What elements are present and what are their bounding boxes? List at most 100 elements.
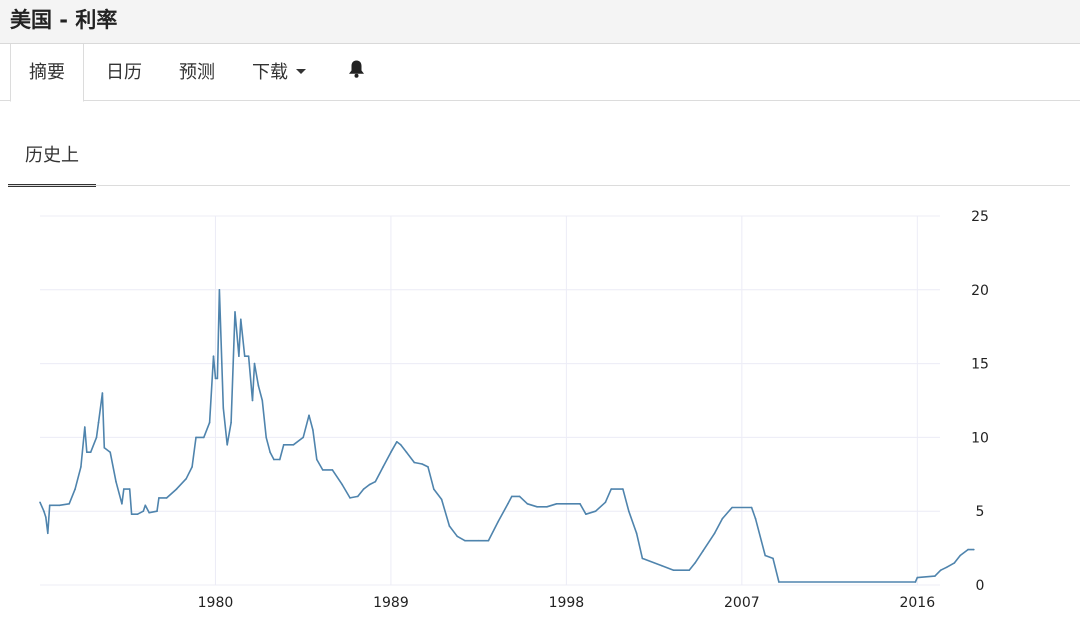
- data-point: [448, 525, 451, 527]
- data-point: [585, 513, 587, 515]
- grid-x: [214, 216, 918, 585]
- data-point: [312, 429, 314, 431]
- data-point: [914, 581, 917, 583]
- data-point: [331, 469, 334, 471]
- data-point: [43, 510, 45, 512]
- data-point: [136, 513, 139, 515]
- data-point: [144, 504, 147, 507]
- data-point: [45, 516, 47, 518]
- x-tick-label: 2007: [724, 595, 760, 611]
- data-point: [74, 488, 76, 490]
- data-point: [142, 510, 145, 512]
- data-point: [243, 355, 246, 358]
- data-point: [175, 488, 178, 490]
- data-point: [754, 517, 757, 520]
- data-point: [368, 483, 371, 486]
- data-point: [390, 451, 392, 454]
- data-point: [321, 469, 324, 471]
- x-tick-label: 1989: [373, 595, 409, 611]
- data-point: [464, 539, 466, 542]
- data-point: [641, 557, 644, 560]
- x-axis-ticks: 1980 1989 1998 2007 2016: [198, 595, 936, 611]
- data-point: [405, 451, 408, 454]
- data-point: [456, 535, 459, 538]
- data-point: [302, 436, 305, 439]
- data-point: [128, 488, 131, 490]
- data-point: [214, 377, 217, 380]
- data-point: [279, 458, 281, 461]
- data-point: [635, 532, 638, 535]
- data-point: [604, 501, 607, 504]
- y-tick-label: 15: [971, 357, 989, 373]
- data-point: [507, 503, 509, 505]
- data-point: [477, 539, 480, 542]
- tab-summary[interactable]: 摘要: [10, 44, 84, 102]
- data-point: [97, 421, 100, 424]
- series-line: [39, 288, 974, 583]
- chevron-down-icon: [296, 68, 306, 74]
- data-point: [234, 311, 236, 313]
- data-point: [672, 569, 675, 571]
- data-point: [47, 532, 49, 535]
- tab-forecast[interactable]: 预测: [179, 62, 215, 83]
- data-point: [218, 289, 221, 291]
- data-point: [362, 488, 365, 490]
- data-point: [109, 451, 111, 454]
- data-point: [203, 436, 205, 439]
- data-point: [316, 458, 318, 461]
- data-point: [261, 399, 264, 402]
- data-point: [269, 451, 271, 454]
- bell-icon[interactable]: [347, 59, 366, 79]
- data-point: [702, 550, 704, 552]
- y-tick-label: 0: [976, 578, 985, 594]
- data-point: [396, 441, 398, 443]
- data-point: [341, 483, 344, 486]
- data-point: [101, 392, 104, 394]
- data-point: [89, 451, 92, 454]
- data-point: [247, 355, 250, 358]
- x-tick-label: 1998: [549, 595, 585, 611]
- data-point: [68, 503, 70, 505]
- data-point: [721, 517, 724, 520]
- page-title: 美国 - 利率: [10, 8, 118, 32]
- data-point: [546, 506, 548, 508]
- data-point: [84, 426, 86, 428]
- data-point: [433, 488, 435, 490]
- data-point: [374, 480, 377, 483]
- data-point: [148, 511, 150, 514]
- data-point: [238, 355, 240, 358]
- tab-download[interactable]: 下载: [252, 44, 306, 101]
- data-point: [253, 362, 256, 365]
- y-tick-label: 20: [971, 283, 989, 299]
- data-point: [760, 539, 763, 542]
- data-point: [308, 414, 310, 417]
- data-point: [185, 477, 187, 480]
- data-point: [80, 466, 82, 468]
- data-point: [413, 461, 416, 464]
- data-point: [257, 384, 260, 387]
- data-point: [115, 480, 117, 483]
- series-layer: [39, 288, 975, 583]
- tab-bar: 摘要 日历 预测 下载: [0, 44, 1080, 102]
- data-point: [579, 503, 581, 505]
- data-point: [121, 503, 123, 505]
- data-point: [694, 562, 696, 564]
- tab-download-label: 下载: [252, 62, 288, 83]
- data-point: [518, 495, 521, 498]
- data-point: [511, 495, 513, 498]
- data-point: [39, 501, 41, 504]
- data-point: [399, 444, 402, 446]
- subtab-divider: [8, 185, 1070, 186]
- data-point: [565, 503, 568, 505]
- data-point: [240, 318, 242, 321]
- data-point: [357, 495, 359, 498]
- data-point: [158, 497, 160, 499]
- data-point: [939, 569, 942, 571]
- data-point: [610, 488, 612, 490]
- tab-calendar[interactable]: 日历: [106, 62, 142, 83]
- data-point: [959, 554, 961, 557]
- data-point: [123, 488, 125, 490]
- y-tick-label: 10: [971, 430, 989, 446]
- data-point: [688, 569, 690, 571]
